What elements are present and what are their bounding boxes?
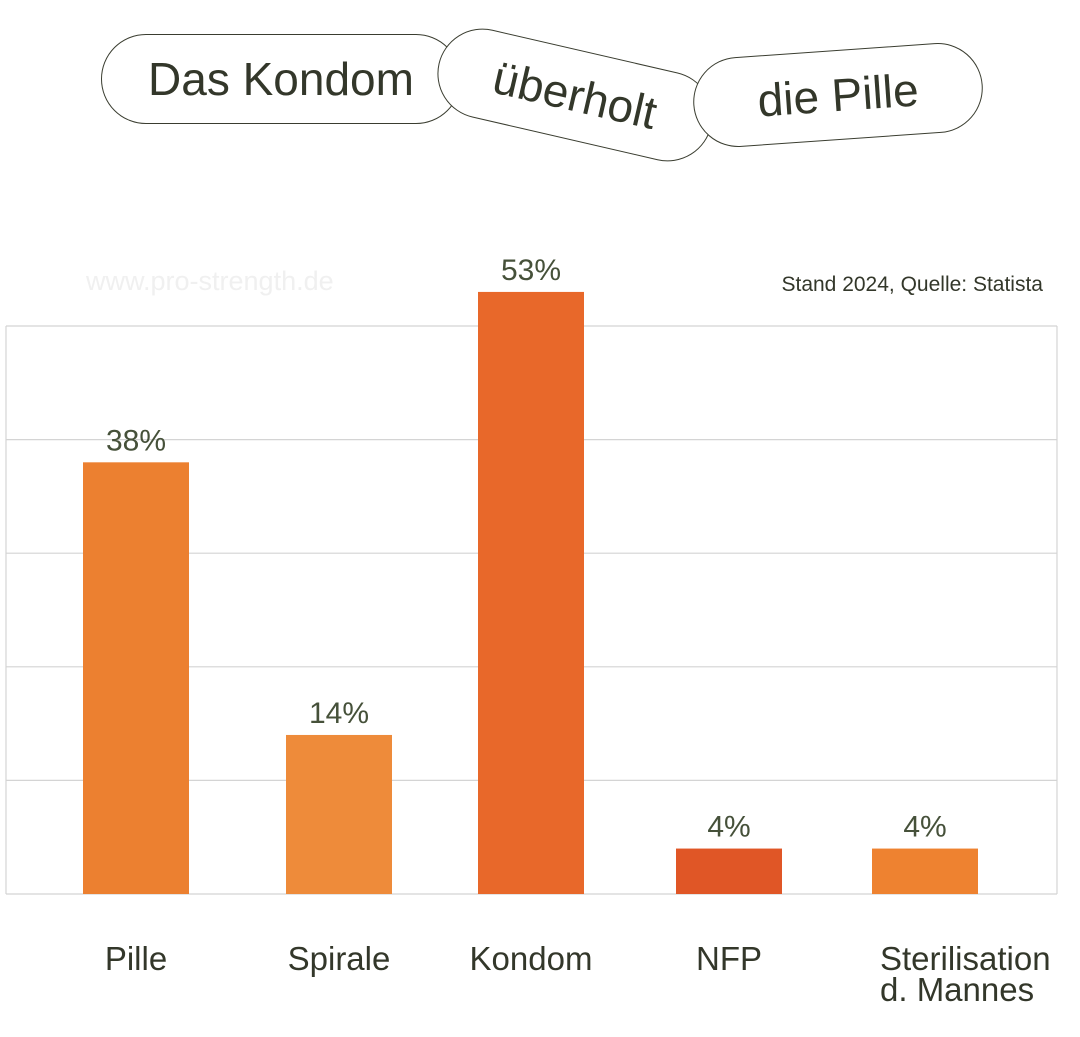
bar-sterilisation-d-mannes — [872, 848, 978, 894]
data-label: 4% — [707, 811, 750, 844]
title-part-1: Das Kondom — [148, 53, 414, 105]
category-label: Spirale — [288, 940, 391, 977]
data-label: 38% — [106, 424, 166, 457]
data-label: 4% — [903, 811, 946, 844]
bar-spirale — [286, 734, 392, 894]
category-label: Kondom — [470, 940, 593, 977]
title-pill-1: Das Kondom — [101, 34, 461, 124]
data-label: 53% — [501, 254, 561, 287]
category-label: Pille — [105, 940, 167, 977]
category-label: NFP — [696, 940, 762, 977]
data-label: 14% — [309, 697, 369, 730]
bar-nfp — [676, 848, 782, 894]
category-label: d. Mannes — [880, 971, 1034, 1008]
source-note: Stand 2024, Quelle: Statista — [781, 273, 1043, 296]
watermark: www.pro-strength.de — [86, 266, 334, 296]
category-label: Sterilisation — [880, 940, 1051, 977]
bar-pille — [83, 462, 189, 894]
bar-kondom — [478, 291, 584, 894]
